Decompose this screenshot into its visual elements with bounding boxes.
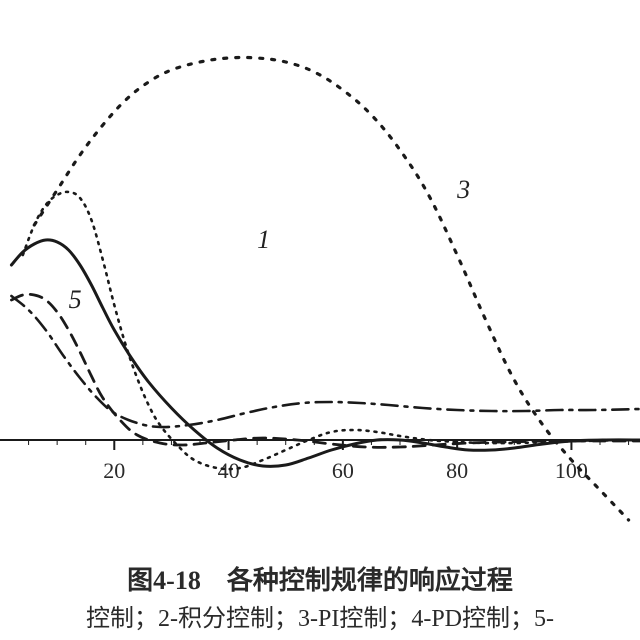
figure-caption-line1: 图4-18 各种控制规律的响应过程 bbox=[0, 560, 640, 597]
figure-caption-line2: 控制；2-积分控制；3-PI控制；4-PD控制；5- bbox=[0, 598, 640, 633]
chart-container: 20406080100 图4-18 各种控制规律的响应过程 控制；2-积分控制；… bbox=[0, 0, 640, 640]
series-label-1: 1 bbox=[257, 225, 270, 255]
series-label-5: 5 bbox=[69, 285, 82, 315]
x-tick-label: 80 bbox=[446, 458, 468, 483]
x-tick-label: 60 bbox=[332, 458, 354, 483]
series-label-3: 3 bbox=[457, 175, 470, 205]
series-5 bbox=[11, 294, 640, 447]
line-chart: 20406080100 bbox=[0, 0, 640, 640]
x-tick-label: 40 bbox=[218, 458, 240, 483]
x-tick-label: 20 bbox=[103, 458, 125, 483]
